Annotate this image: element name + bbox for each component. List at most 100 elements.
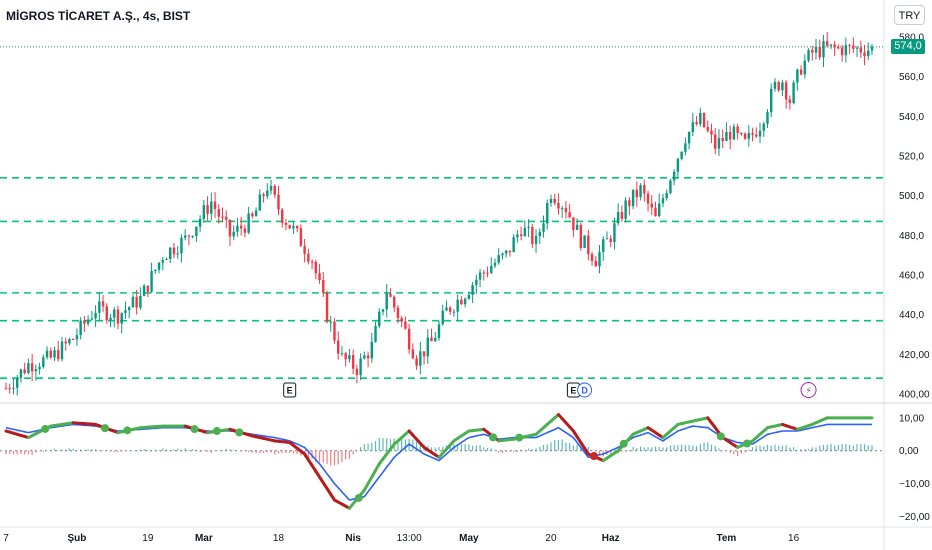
candle-body — [381, 309, 385, 312]
price-tick-label: 540,0 — [899, 112, 924, 123]
candle-body — [292, 226, 295, 229]
candle-body — [422, 351, 426, 357]
candle-body — [721, 138, 724, 141]
candle-body — [15, 377, 19, 388]
candle-body — [79, 320, 82, 336]
candle-body — [232, 231, 235, 237]
candle-body — [848, 45, 851, 47]
candle-body — [169, 247, 172, 260]
candle-body — [792, 82, 795, 104]
candle-body — [277, 194, 280, 210]
candle-body — [355, 368, 359, 375]
candle-body — [206, 205, 209, 214]
candle-body — [650, 203, 653, 208]
time-axis[interactable]: 7 Şub 19 Mar 18 Nis 13:00 May 20 Haz Tem 16 — [3, 533, 799, 544]
candle-body — [131, 297, 135, 308]
cross-dot — [212, 427, 221, 435]
candle-body — [852, 45, 855, 49]
event-label: D — [581, 386, 588, 396]
candle-body — [840, 47, 844, 56]
cross-dot — [589, 452, 598, 461]
candle-body — [680, 151, 683, 159]
candle-body — [784, 82, 788, 100]
cross-dot — [235, 428, 244, 437]
candle-body — [195, 226, 198, 236]
candle-body — [527, 227, 530, 229]
candle-body — [19, 369, 23, 378]
cross-dot — [354, 493, 363, 502]
candle-body — [325, 292, 329, 323]
candle-body — [598, 252, 601, 267]
candle-body — [613, 223, 616, 242]
candle-body — [90, 318, 94, 320]
candle-body — [695, 122, 698, 125]
candle-body — [833, 44, 836, 48]
candle-body — [161, 259, 164, 263]
candle-body — [198, 218, 202, 227]
candle-body — [113, 309, 116, 318]
candle-body — [295, 226, 299, 229]
price-tick-label: 560,0 — [899, 72, 924, 83]
osc-tick-label: 10,00 — [899, 413, 924, 424]
candle-body — [68, 339, 71, 344]
candle-body — [116, 309, 120, 324]
candle-body — [814, 46, 818, 53]
candle-body — [691, 122, 695, 133]
candle-body — [799, 69, 803, 75]
candle-body — [314, 261, 318, 274]
candle-body — [732, 126, 736, 140]
candle-body — [374, 326, 377, 342]
candle-body — [213, 201, 217, 210]
candle-body — [172, 247, 176, 255]
candle-body — [811, 49, 814, 53]
candle-body — [269, 185, 273, 191]
currency-button[interactable]: TRY — [894, 5, 925, 25]
price-tick-label: 580,0 — [899, 32, 924, 43]
candle-body — [165, 259, 168, 261]
cross-dot — [619, 439, 628, 448]
time-tick-label: Haz — [602, 533, 620, 544]
candle-body — [307, 253, 310, 262]
candle-body — [478, 272, 482, 280]
candle-body — [221, 216, 224, 218]
candle-body — [725, 131, 728, 141]
candle-body — [191, 235, 194, 237]
cross-dot — [123, 426, 132, 435]
event-label: E — [287, 386, 293, 396]
candle-body — [154, 269, 157, 272]
candle-body — [337, 340, 340, 354]
candle-body — [564, 208, 568, 213]
candle-body — [370, 341, 374, 359]
candle-body — [493, 262, 497, 266]
candle-body — [45, 350, 49, 358]
candle-body — [504, 250, 508, 254]
candle-body — [139, 295, 142, 308]
candle-body — [669, 180, 672, 194]
candle-body — [796, 69, 799, 83]
time-tick-label: Mar — [195, 533, 213, 544]
event-markers[interactable]: E E D ⚡ — [283, 382, 817, 398]
candle-body — [23, 369, 26, 373]
candle-body — [239, 225, 243, 229]
candle-body — [807, 49, 810, 61]
candle-body — [740, 133, 743, 135]
candle-body — [378, 311, 381, 327]
candle-body — [351, 355, 355, 369]
candlestick-series — [4, 31, 874, 396]
candle-body — [609, 238, 612, 242]
candle-body — [441, 310, 444, 325]
candle-body — [124, 310, 127, 314]
price-tick-label: 440,0 — [899, 310, 924, 321]
time-tick-label: May — [459, 533, 479, 544]
price-axis[interactable]: 580,0 560,0 540,0 520,0 500,0 480,0 460,0 440,0… — [899, 32, 930, 522]
cross-dot — [515, 433, 524, 442]
candle-body — [579, 224, 583, 248]
candle-body — [482, 272, 486, 274]
candle-body — [538, 231, 541, 237]
candle-body — [359, 358, 362, 375]
candle-body — [714, 134, 717, 149]
candle-body — [281, 209, 284, 223]
candle-body — [303, 246, 306, 254]
candle-body — [42, 357, 45, 367]
